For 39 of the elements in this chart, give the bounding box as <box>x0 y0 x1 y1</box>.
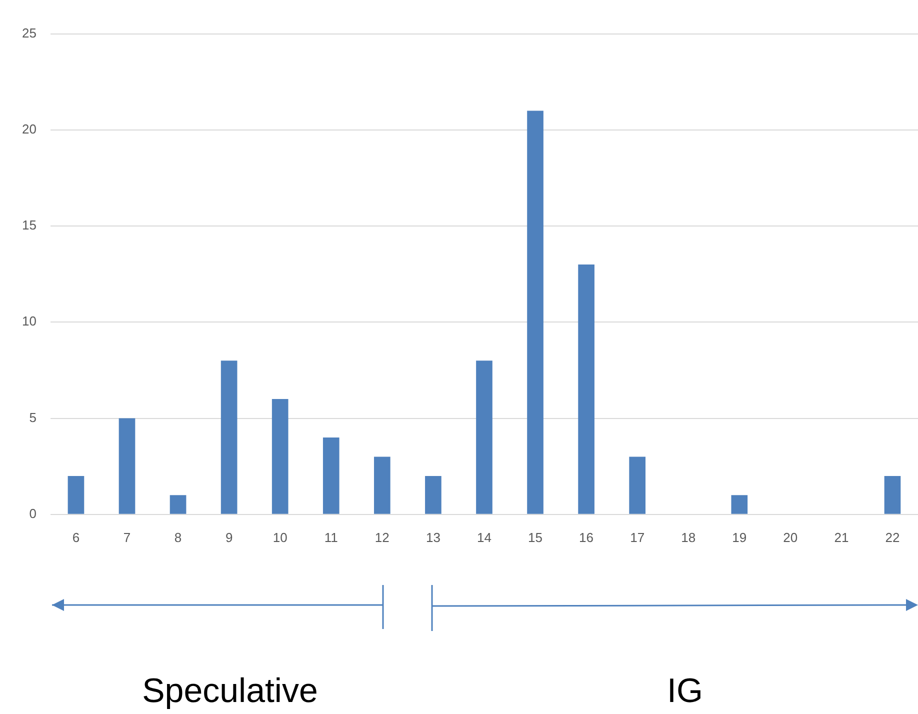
bar <box>476 360 492 514</box>
x-tick-label: 19 <box>732 530 747 545</box>
bar <box>322 438 340 514</box>
y-tick-label: 15 <box>22 218 36 233</box>
bar <box>68 476 84 514</box>
bar <box>272 399 288 514</box>
x-tick-label: 18 <box>681 530 696 545</box>
bar <box>629 456 646 514</box>
y-tick-label: 25 <box>22 25 36 40</box>
x-tick-label: 8 <box>174 530 182 545</box>
y-tick-label: 0 <box>29 506 36 521</box>
x-tick-label: 15 <box>528 530 542 545</box>
x-tick-label: 10 <box>272 530 288 545</box>
y-tick-label: 20 <box>22 122 36 136</box>
y-tick-label: 5 <box>29 410 36 425</box>
y-tick-label: 10 <box>22 314 36 329</box>
bar <box>170 495 186 514</box>
x-tick-label: 20 <box>783 530 798 545</box>
x-tick-label: 9 <box>225 530 233 545</box>
bar <box>425 476 442 514</box>
x-tick-label: 21 <box>834 530 849 545</box>
x-tick-label: 13 <box>426 530 440 545</box>
x-tick-label: 7 <box>123 530 131 545</box>
x-tick-label: 22 <box>885 530 900 545</box>
x-tick-label: 6 <box>72 530 80 545</box>
bar <box>374 456 390 514</box>
text: Speculative <box>142 672 318 711</box>
bar <box>731 495 748 514</box>
bar <box>118 418 136 514</box>
x-tick-label: 14 <box>476 530 492 545</box>
text: IG <box>667 672 703 711</box>
x-tick-label: 11 <box>324 530 338 545</box>
x-tick-label: 16 <box>579 530 594 545</box>
x-tick-label: 17 <box>630 530 645 545</box>
bar <box>220 360 238 514</box>
bar <box>527 110 544 514</box>
x-tick-label: 12 <box>374 530 390 545</box>
bar <box>578 264 594 514</box>
bar <box>884 476 901 514</box>
